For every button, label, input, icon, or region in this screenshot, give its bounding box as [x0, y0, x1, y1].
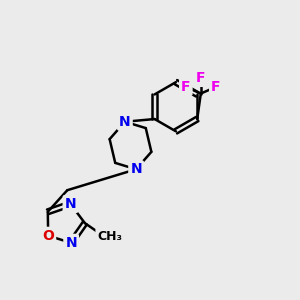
Text: O: O	[42, 229, 54, 243]
Text: N: N	[119, 115, 131, 129]
Text: F: F	[196, 71, 206, 85]
Text: F: F	[181, 80, 190, 94]
Text: N: N	[130, 162, 142, 176]
Text: N: N	[65, 236, 77, 250]
Text: F: F	[211, 80, 220, 94]
Text: N: N	[65, 197, 76, 211]
Text: CH₃: CH₃	[97, 230, 122, 242]
